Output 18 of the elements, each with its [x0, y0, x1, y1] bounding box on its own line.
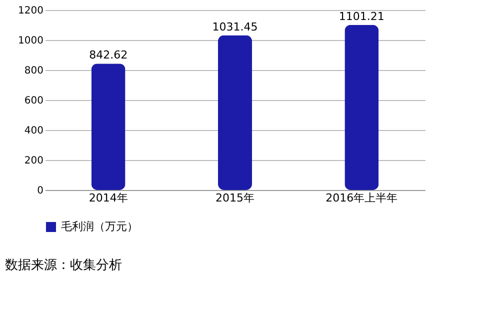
source-note: 数据来源：收集分析 — [5, 258, 122, 273]
y-tick-label: 600 — [24, 96, 44, 106]
bar — [91, 64, 126, 190]
y-tick-label: 1200 — [18, 6, 44, 16]
bar — [344, 24, 379, 190]
data-label: 1031.45 — [212, 20, 258, 34]
x-tick-label: 2015年 — [216, 192, 254, 204]
y-tick-label: 800 — [24, 66, 44, 76]
data-label: 842.62 — [89, 48, 128, 62]
y-tick-label: 1000 — [18, 36, 44, 46]
x-tick-label: 2016年上半年 — [326, 192, 398, 204]
x-tick-label: 2014年 — [88, 192, 128, 204]
bar — [218, 35, 252, 190]
y-tick-label: 0 — [37, 186, 44, 196]
y-tick-label: 200 — [24, 156, 44, 166]
data-label: 1101.21 — [338, 10, 384, 23]
y-tick-label: 400 — [24, 126, 44, 136]
legend-label: 毛利润（万元） — [61, 220, 138, 233]
